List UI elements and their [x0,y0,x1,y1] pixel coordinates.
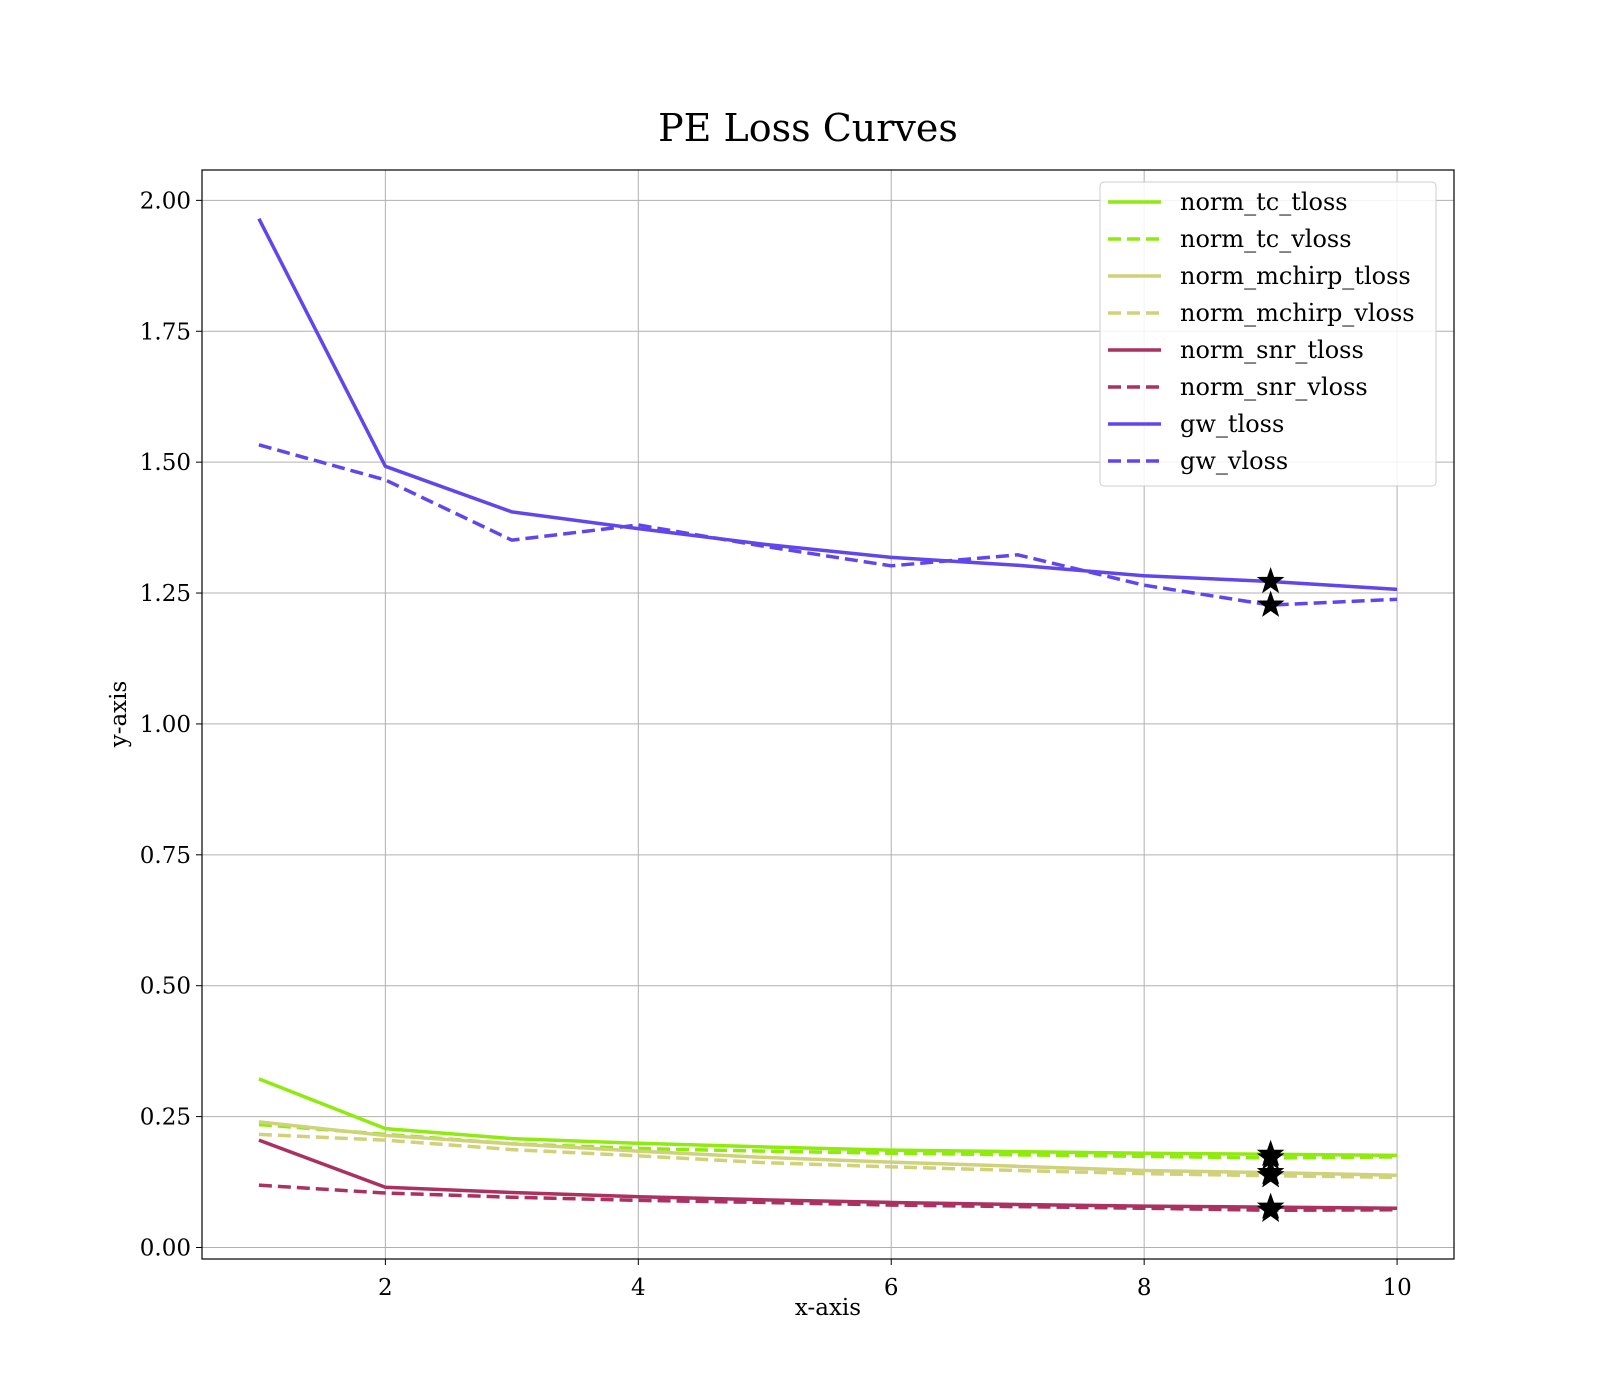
legend-label-norm_snr_tloss: norm_snr_tloss [1180,336,1364,364]
grid [202,170,1454,1259]
series-line-gw_tloss [257,217,1398,592]
y-tick-label: 0.00 [140,1235,191,1261]
legend: norm_tc_tloss norm_tc_vloss norm_mchirp_tl… [1099,181,1437,487]
best-epoch-star-norm_snr_vloss [1256,1195,1285,1223]
axis-ticks: 2 4 6 8 10 0.00 0.25 0.50 0.75 1.00 1.25 1.50 1.75 2.… [140,188,1412,1301]
y-tick-label: 1.00 [140,712,191,738]
y-tick-label: 1.50 [140,450,191,476]
series-line-gw_vloss [258,443,1398,607]
legend-box [1099,181,1437,487]
y-axis-label: y-axis [106,681,132,749]
x-tick-label: 6 [884,1275,899,1301]
y-tick-label: 1.75 [140,319,191,345]
best-markers [1256,566,1285,1223]
legend-label-norm_tc_vloss: norm_tc_vloss [1180,225,1352,253]
legend-label-norm_mchirp_tloss: norm_mchirp_tloss [1180,262,1411,290]
legend-label-norm_mchirp_vloss: norm_mchirp_vloss [1180,299,1415,327]
legend-label-gw_tloss: gw_tloss [1180,410,1284,438]
x-tick-label: 4 [631,1275,646,1301]
series-line-norm_tc_tloss [258,1077,1398,1158]
legend-label-norm_tc_tloss: norm_tc_tloss [1180,188,1348,216]
best-epoch-star-gw_vloss [1256,590,1285,617]
series-lines [257,217,1398,1213]
legend-label-gw_vloss: gw_vloss [1180,447,1288,475]
best-epoch-star-gw_tloss [1256,566,1285,594]
x-tick-label: 8 [1137,1275,1152,1301]
x-tick-label: 10 [1382,1275,1411,1301]
plot-frame [201,169,1455,1260]
y-tick-label: 0.25 [140,1105,191,1131]
best-epoch-star-norm_mchirp_vloss [1256,1161,1285,1188]
series-line-norm_snr_tloss [258,1138,1398,1210]
x-tick-label: 2 [378,1275,393,1301]
y-tick-label: 2.00 [140,188,191,214]
chart-title: PE Loss Curves [658,106,958,150]
x-axis-label: x-axis [795,1295,861,1321]
legend-label-norm_snr_vloss: norm_snr_vloss [1180,373,1368,401]
series-line-norm_mchirp_tloss [258,1120,1398,1177]
y-tick-label: 0.50 [140,974,191,1000]
y-tick-label: 0.75 [140,843,191,869]
series-line-norm_mchirp_vloss [258,1132,1398,1180]
y-tick-label: 1.25 [140,581,191,607]
